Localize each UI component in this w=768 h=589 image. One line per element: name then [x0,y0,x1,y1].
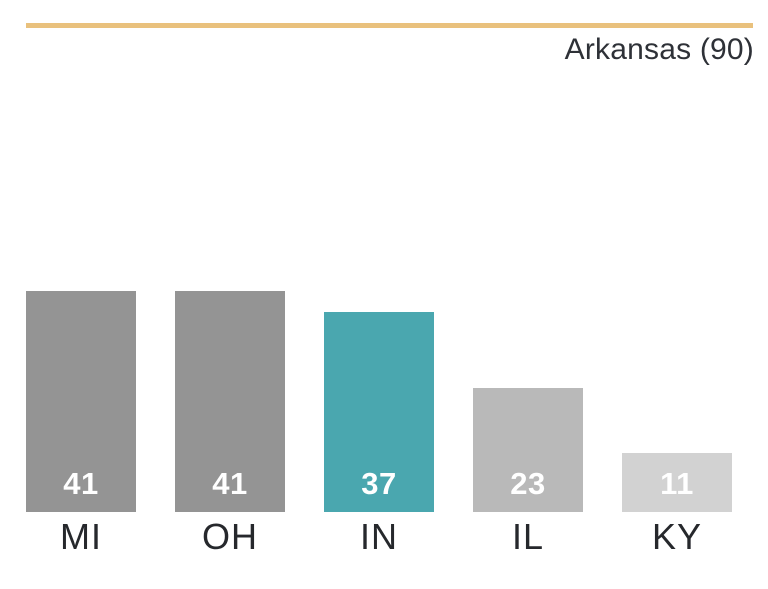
bar-ky: 11 [622,453,732,512]
bar-chart: 41 MI 41 OH 37 IN 23 IL 11 KY [26,291,732,555]
x-axis-label-mi: MI [60,516,102,557]
bar-il: 23 [473,388,583,512]
bar-group-oh: 41 OH [175,291,285,555]
x-axis-label-il: IL [511,516,545,557]
bar-group-il: 23 IL [473,388,583,555]
bar-value-label: 41 [63,466,99,501]
bar-value-label: 23 [510,466,546,501]
bar-value-label: 37 [361,466,397,501]
bar-group-in: 37 IN [324,312,434,555]
bar-group-mi: 41 MI [26,291,136,555]
accent-rule [26,23,753,28]
bar-group-ky: 11 KY [622,453,732,555]
bar-in: 37 [324,312,434,512]
bar-oh: 41 [175,291,285,512]
chart-title: Arkansas (90) [564,33,754,66]
bar-value-label: 41 [212,466,248,501]
x-axis-label-ky: KY [651,516,703,557]
x-axis-label-in: IN [360,516,398,557]
x-axis-label-oh: OH [202,516,258,557]
bar-mi: 41 [26,291,136,512]
bar-value-label: 11 [660,466,694,501]
